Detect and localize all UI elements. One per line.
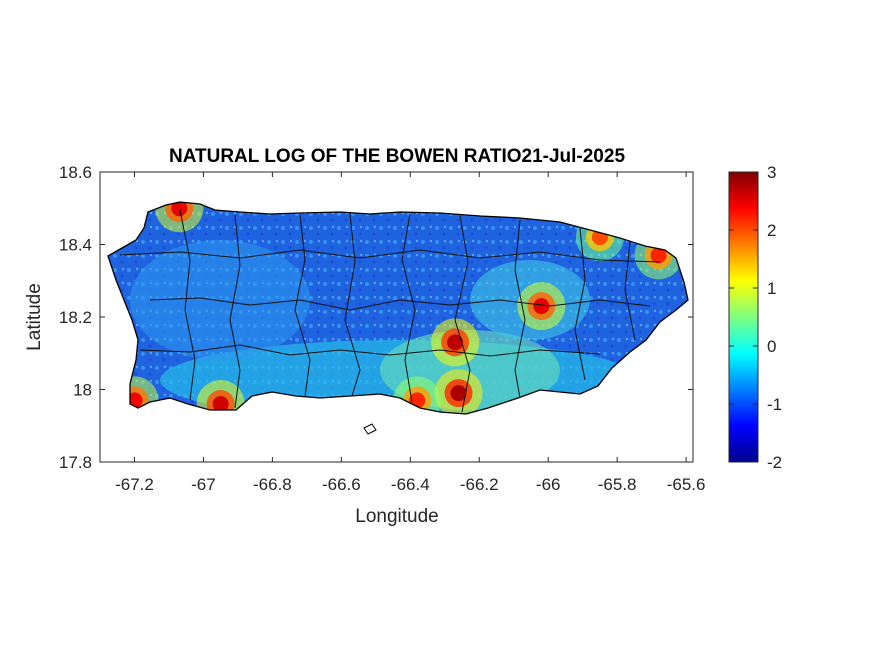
x-tick-label: -67 <box>191 475 216 494</box>
colorbar-tick-label: -1 <box>767 395 782 414</box>
x-axis: -67.2 -67 -66.8 -66.6 -66.4 -66.2 -66 -65.8 -65.… <box>115 172 705 494</box>
border-line <box>401 213 416 403</box>
hotspot-core <box>171 202 188 217</box>
x-tick-label: -66.8 <box>253 475 292 494</box>
hotspot-core <box>447 334 464 351</box>
colorbar-gradient <box>728 171 759 463</box>
chart-title: NATURAL LOG OF THE BOWEN RATIO21-Jul-202… <box>169 146 625 167</box>
y-tick-label: 17.8 <box>59 453 92 472</box>
border-line <box>454 215 471 413</box>
x-tick-label: -65.6 <box>667 475 706 494</box>
x-tick-label: -66 <box>536 475 561 494</box>
border-line <box>344 213 361 397</box>
y-tick-label: 18.2 <box>59 308 92 327</box>
colorbar-tick-label: 1 <box>767 279 776 298</box>
island-coastline <box>107 201 689 415</box>
y-tick-label: 18.4 <box>59 236 92 255</box>
border-line <box>574 227 586 381</box>
colorbar-tick-label: 0 <box>767 337 776 356</box>
border-line <box>294 214 311 397</box>
map-area <box>99 171 694 463</box>
colorbar: -2 -1 0 1 2 3 <box>728 163 782 472</box>
field-west-zone <box>130 240 310 360</box>
border-line <box>514 219 526 399</box>
x-axis-label: Longitude <box>355 506 438 527</box>
y-axis: 17.8 18 18.2 18.4 18.6 <box>59 163 693 472</box>
colorbar-tick-label: 2 <box>767 221 776 240</box>
hotspot-core <box>650 247 667 264</box>
hotspot-core <box>450 385 467 402</box>
y-tick-label: 18.6 <box>59 163 92 182</box>
x-tick-label: -66.2 <box>460 475 499 494</box>
border-line <box>229 214 241 409</box>
y-tick-label: 18 <box>73 381 92 400</box>
border-line <box>179 209 196 401</box>
x-tick-label: -67.2 <box>115 475 154 494</box>
border-line <box>139 344 601 357</box>
border-line <box>624 241 636 341</box>
y-axis-label: Latitude <box>24 283 45 351</box>
colorbar-tick-label: 3 <box>767 163 776 182</box>
hotspot-core <box>212 396 229 412</box>
x-tick-label: -66.6 <box>322 475 361 494</box>
colorbar-tick-label: -2 <box>767 453 782 472</box>
border-line <box>119 249 661 263</box>
colorbar-ticks: -2 -1 0 1 2 3 <box>729 163 782 472</box>
x-tick-label: -65.8 <box>598 475 637 494</box>
municipality-borders <box>119 209 661 413</box>
islet-outline <box>363 423 377 435</box>
hotspot-core <box>533 298 550 315</box>
x-tick-label: -66.4 <box>391 475 430 494</box>
